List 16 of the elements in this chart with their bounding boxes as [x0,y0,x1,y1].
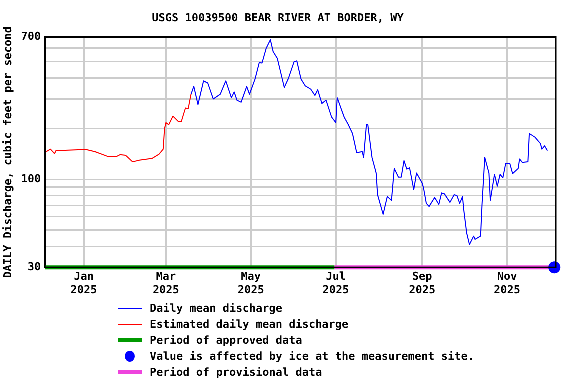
x-tick-label: May 2025 [238,270,264,296]
x-tick-label: Mar 2025 [152,270,180,296]
y-tick-label: 30 [28,260,42,274]
chart-title: USGS 10039500 BEAR RIVER AT BORDER, WY [152,11,404,24]
legend-label: Period of provisional data [150,366,322,378]
y-tick-label: 700 [21,30,42,44]
y-tick-label: 100 [21,172,42,186]
x-tick-label: Sep 2025 [409,270,436,296]
x-tick-label: Jul 2025 [322,270,350,296]
x-tick-label: Nov 2025 [494,270,521,296]
y-axis-title: DAILY Discharge, cubic feet per second [1,26,14,278]
legend-label: Daily mean discharge [150,302,282,314]
x-tick-label: Jan 2025 [70,270,98,296]
legend-label: Estimated daily mean discharge [150,318,349,330]
legend-label: Period of approved data [150,334,302,346]
legend-label: Value is affected by ice at the measurement site. [150,350,475,362]
